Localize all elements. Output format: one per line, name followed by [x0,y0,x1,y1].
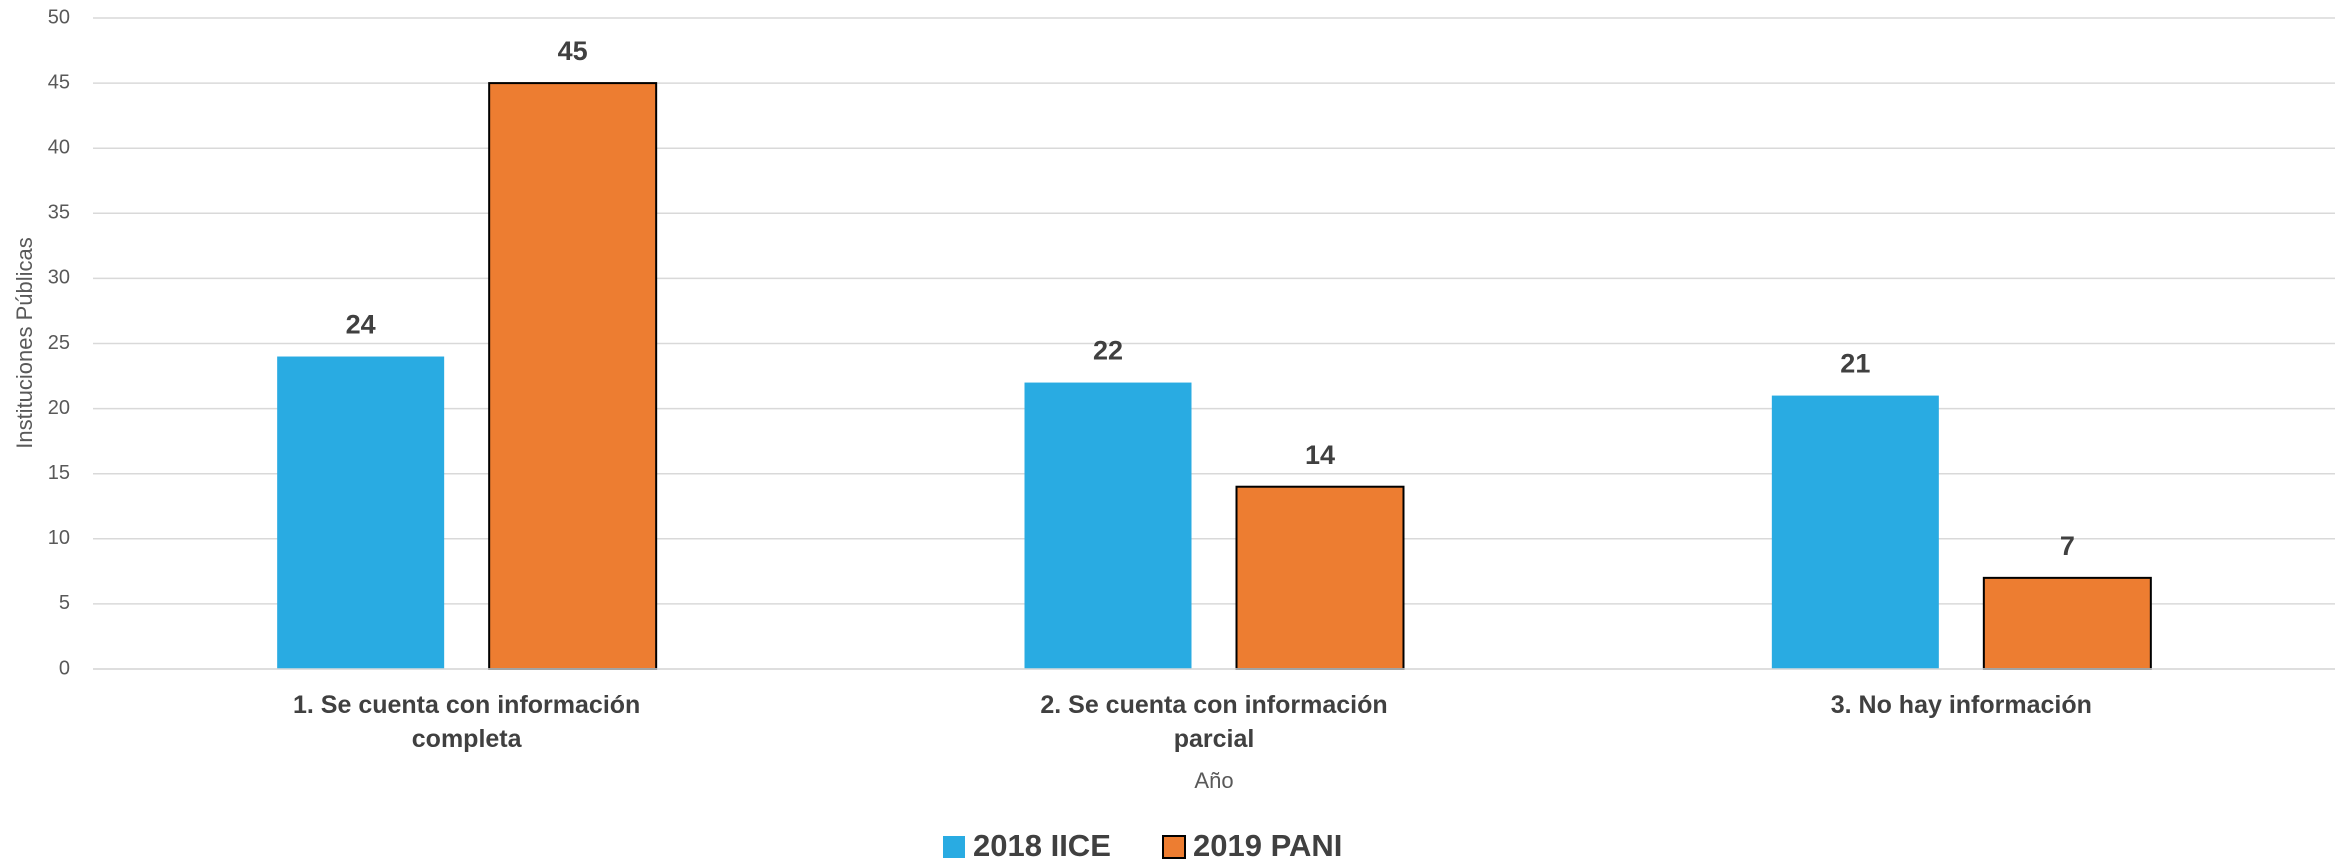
y-tick-label: 30 [48,267,70,289]
data-label: 24 [346,310,376,340]
y-tick-label: 50 [48,6,70,28]
legend-label: 2018 IICE [973,828,1111,860]
bar [1982,576,2152,670]
x-axis-label: Año [1194,768,1233,793]
y-tick-label: 15 [48,462,70,484]
bar [1771,395,1939,669]
y-tick-label: 40 [48,136,70,158]
legend-swatch [1162,835,1186,859]
y-tick-label: 10 [48,527,70,549]
legend-swatch [943,836,965,858]
y-tick-label: 45 [48,71,70,93]
bar [277,356,445,669]
bar [1024,382,1192,669]
bar [1235,485,1405,670]
y-tick-label: 0 [59,657,70,679]
y-tick-label: 5 [59,592,70,614]
y-axis-label: Instituciones Públicas [12,237,37,449]
x-tick-label: 2. Se cuenta con información parcial [1040,691,1388,753]
data-label: 14 [1305,440,1335,470]
data-label: 21 [1840,349,1870,379]
y-tick-label: 20 [48,397,70,419]
x-tick-label: 1. Se cuenta con información completa [293,691,641,753]
legend-label: 2019 PANI [1193,828,1342,860]
y-tick-label: 35 [48,202,70,224]
x-tick-label: 3. No hay información [1830,691,2092,719]
y-tick-label: 25 [48,332,70,354]
data-label: 22 [1093,336,1123,366]
data-label: 7 [2060,531,2075,561]
data-label: 45 [558,36,588,66]
bar [488,82,658,671]
